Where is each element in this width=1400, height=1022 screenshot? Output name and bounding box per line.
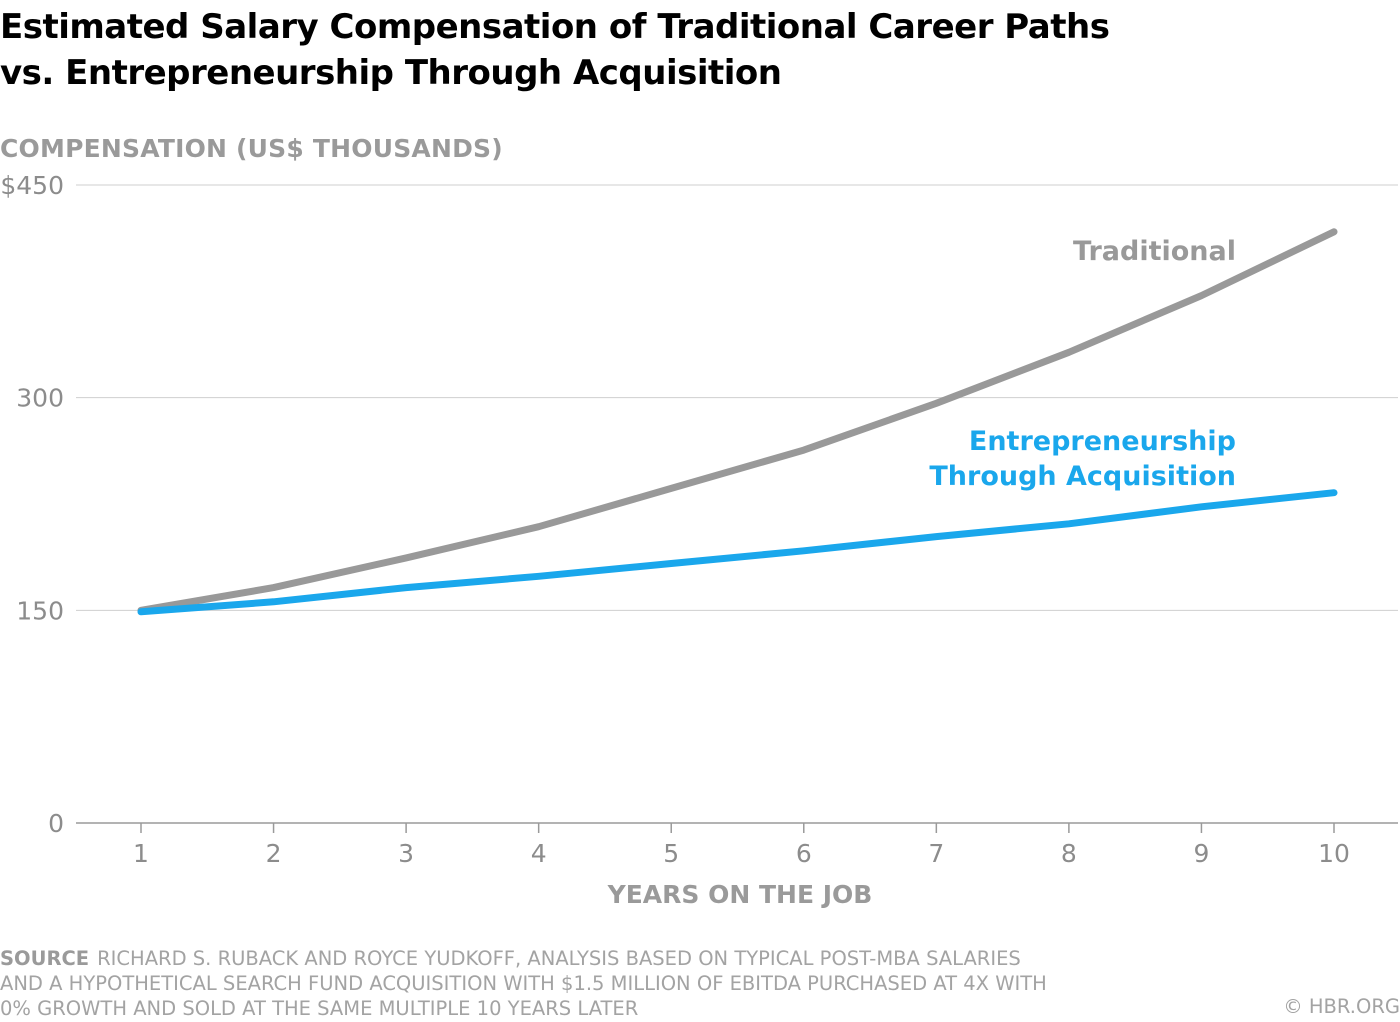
x-axis-title: YEARS ON THE JOB xyxy=(607,880,873,909)
y-tick-label-0: 0 xyxy=(48,809,64,838)
y-tick-label-450: $450 xyxy=(0,171,64,200)
chart-title: Estimated Salary Compensation of Traditi… xyxy=(0,4,1380,96)
x-tick-label-8: 8 xyxy=(1061,839,1077,868)
series-line-1 xyxy=(137,228,1338,614)
x-tick-label-4: 4 xyxy=(531,839,547,868)
y-tick-label-300: 300 xyxy=(16,384,64,413)
x-tick-label-1: 1 xyxy=(133,839,149,868)
source-line-2: AND A HYPOTHETICAL SEARCH FUND ACQUISITI… xyxy=(0,972,1047,995)
line-chart: 0 150 300 $450 1 2 3 4 5 6 7 8 9 10 Traditional Entre… xyxy=(0,171,1398,909)
copyright-credit: © HBR.ORG xyxy=(1283,995,1400,1018)
x-axis-ticks: 1 2 3 4 5 6 7 8 9 10 xyxy=(133,823,1350,868)
x-tick-label-6: 6 xyxy=(796,839,812,868)
y-tick-label-150: 150 xyxy=(16,596,64,625)
gridlines xyxy=(76,184,1398,824)
source-note: SOURCE RICHARD S. RUBACK AND ROYCE YUDKOF… xyxy=(0,946,1180,1021)
chart-title-line-2: vs. Entrepreneurship Through Acquisition xyxy=(0,53,782,93)
series-label-2: Entrepreneurship Through Acquisition xyxy=(929,426,1236,492)
x-tick-label-10: 10 xyxy=(1318,839,1350,868)
series-label-1-line-1: Traditional xyxy=(1073,236,1236,267)
series-label-2-line-2: Through Acquisition xyxy=(929,461,1236,492)
series-label-1: Traditional xyxy=(1073,236,1236,267)
y-axis-ticks: 0 150 300 $450 xyxy=(0,171,64,838)
x-tick-label-2: 2 xyxy=(266,839,282,868)
source-label: SOURCE xyxy=(0,947,90,970)
series-lines xyxy=(137,228,1338,616)
chart-title-line-1: Estimated Salary Compensation of Traditi… xyxy=(0,7,1110,47)
x-tick-label-9: 9 xyxy=(1193,839,1209,868)
source-line-1: SOURCE RICHARD S. RUBACK AND ROYCE YUDKOF… xyxy=(0,946,1180,971)
x-tick-label-5: 5 xyxy=(663,839,679,868)
x-tick-label-7: 7 xyxy=(928,839,944,868)
source-line-3: 0% GROWTH AND SOLD AT THE SAME MULTIPLE … xyxy=(0,997,639,1020)
source-text-1: RICHARD S. RUBACK AND ROYCE YUDKOFF, ANA… xyxy=(97,947,1021,970)
y-axis-title: COMPENSATION (US$ THOUSANDS) xyxy=(0,134,503,163)
series-label-2-line-1: Entrepreneurship xyxy=(969,426,1236,457)
series-line-2 xyxy=(137,489,1338,616)
x-tick-label-3: 3 xyxy=(398,839,414,868)
series-labels: Traditional Entrepreneurship Through Acqui… xyxy=(929,236,1236,492)
